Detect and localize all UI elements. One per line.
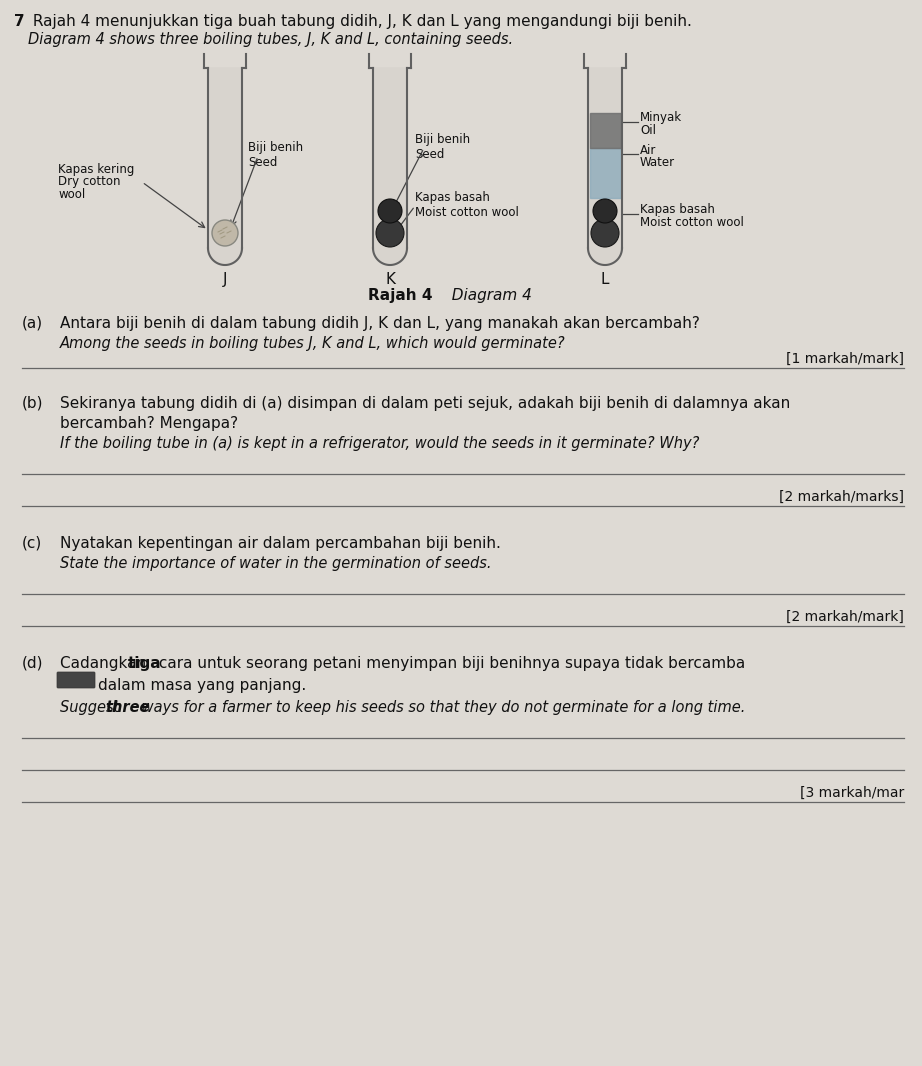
Text: tiga: tiga [128,656,161,671]
Text: (d): (d) [22,656,43,671]
Text: dalam masa yang panjang.: dalam masa yang panjang. [98,678,306,693]
Text: Seed: Seed [415,147,444,161]
Text: [3 markah/mar: [3 markah/mar [799,786,904,800]
Text: Biji benih: Biji benih [248,142,303,155]
Polygon shape [589,68,621,263]
Text: Cadangkan: Cadangkan [60,656,151,671]
Polygon shape [209,68,241,263]
Circle shape [593,199,617,223]
Text: Air: Air [640,144,656,157]
Circle shape [212,220,238,246]
Text: Minyak: Minyak [640,112,682,125]
Text: Among the seeds in boiling tubes J, K and L, which would germinate?: Among the seeds in boiling tubes J, K an… [60,336,565,351]
Text: (b): (b) [22,395,43,411]
Text: Moist cotton wool: Moist cotton wool [415,206,519,219]
Text: Antara biji benih di dalam tabung didih J, K dan L, yang manakah akan bercambah?: Antara biji benih di dalam tabung didih … [60,316,700,332]
Text: wool: wool [58,188,85,200]
Text: Dry cotton: Dry cotton [58,176,121,189]
Text: Nyatakan kepentingan air dalam percambahan biji benih.: Nyatakan kepentingan air dalam percambah… [60,536,501,551]
Text: If the boiling tube in (a) is kept in a refrigerator, would the seeds in it germ: If the boiling tube in (a) is kept in a … [60,436,700,451]
Text: Diagram 4: Diagram 4 [442,288,532,303]
Text: [1 markah/mark]: [1 markah/mark] [786,352,904,366]
Text: Kapas basah: Kapas basah [640,204,715,216]
Text: (a): (a) [22,316,43,332]
Text: Suggest: Suggest [60,700,124,715]
Bar [589,148,621,198]
Polygon shape [374,68,406,263]
Text: J: J [223,272,227,287]
Text: [2 markah/marks]: [2 markah/marks] [779,490,904,504]
Circle shape [591,219,619,247]
Text: L: L [601,272,609,287]
Text: Biji benih: Biji benih [415,133,470,146]
Text: Diagram 4 shows three boiling tubes, J, K and L, containing seeds.: Diagram 4 shows three boiling tubes, J, … [28,32,514,47]
Text: cara untuk seorang petani menyimpan biji benihnya supaya tidak bercamba: cara untuk seorang petani menyimpan biji… [154,656,745,671]
Text: Water: Water [640,156,675,168]
Bar [589,113,621,148]
Text: State the importance of water in the germination of seeds.: State the importance of water in the ger… [60,556,491,571]
Text: Oil: Oil [640,124,656,136]
Text: Sekiranya tabung didih di (a) disimpan di dalam peti sejuk, adakah biji benih di: Sekiranya tabung didih di (a) disimpan d… [60,395,790,411]
Text: Kapas kering: Kapas kering [58,163,135,177]
Text: Rajah 4 menunjukkan tiga buah tabung didih, J, K dan L yang mengandungi biji ben: Rajah 4 menunjukkan tiga buah tabung did… [28,14,692,29]
Text: Seed: Seed [248,156,278,168]
Text: (c): (c) [22,536,42,551]
Text: bercambah? Mengapa?: bercambah? Mengapa? [60,416,238,431]
Text: K: K [385,272,395,287]
Text: KBAT: KBAT [62,675,90,685]
Circle shape [378,199,402,223]
Text: three: three [105,700,149,715]
Text: Moist cotton wool: Moist cotton wool [640,215,744,228]
FancyBboxPatch shape [57,672,95,688]
Text: [2 markah/mark]: [2 markah/mark] [786,610,904,624]
Text: Kapas basah: Kapas basah [415,192,490,205]
Text: Rajah 4: Rajah 4 [368,288,432,303]
Circle shape [376,219,404,247]
Text: 7: 7 [14,14,25,29]
Text: ways for a farmer to keep his seeds so that they do not germinate for a long tim: ways for a farmer to keep his seeds so t… [137,700,745,715]
